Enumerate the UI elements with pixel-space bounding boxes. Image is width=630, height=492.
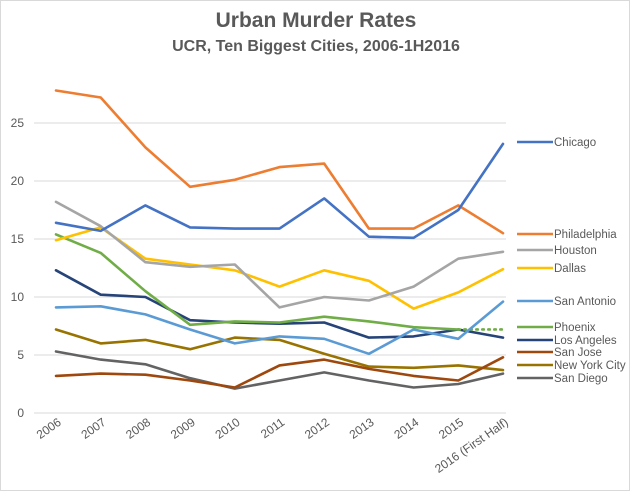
series-line-dallas xyxy=(54,226,505,310)
legend-item: New York City xyxy=(517,360,626,372)
series-line-philadelphia xyxy=(54,89,505,235)
legend-label: Dallas xyxy=(554,263,586,275)
series-line-new-york-city xyxy=(54,328,505,372)
y-tick-label: 10 xyxy=(11,290,25,304)
legend-item: San Diego xyxy=(517,373,608,385)
legend-label: Houston xyxy=(554,245,597,257)
legend-label: San Diego xyxy=(554,373,608,385)
x-tick-label: 2011 xyxy=(258,415,287,441)
legend-label: Philadelphia xyxy=(554,229,617,241)
x-tick-label: 2012 xyxy=(302,415,332,442)
legend-item: San Antonio xyxy=(517,296,616,308)
legend-label: Los Angeles xyxy=(554,335,617,347)
series-line-san-jose xyxy=(54,355,505,389)
x-tick-label: 2013 xyxy=(347,415,377,442)
x-tick-label: 2010 xyxy=(213,415,243,442)
legend: Chicago Philadelphia Houston Dallas San Anto… xyxy=(517,137,626,385)
y-tick-label: 20 xyxy=(11,174,25,188)
x-axis-ticks: 2006 2007 2008 2009 2010 2011 2012 2013 2014 2015… xyxy=(34,415,511,476)
x-tick-label: 2006 xyxy=(34,415,64,442)
legend-item: Los Angeles xyxy=(517,335,617,347)
legend-item: Philadelphia xyxy=(517,229,617,241)
x-tick-label: 2007 xyxy=(79,415,109,442)
legend-label: San Jose xyxy=(554,347,602,359)
legend-item: Dallas xyxy=(517,263,586,275)
gridlines xyxy=(34,122,506,414)
series-line-phoenix xyxy=(54,233,460,331)
x-tick-label: 2008 xyxy=(123,415,153,442)
legend-label: Phoenix xyxy=(554,322,596,334)
x-tick-label: 2009 xyxy=(168,415,198,442)
legend-label: Chicago xyxy=(554,137,596,149)
series-line-san-antonio xyxy=(54,300,505,356)
legend-item: Chicago xyxy=(517,137,596,149)
x-tick-label: 2014 xyxy=(391,415,421,442)
y-tick-label: 25 xyxy=(11,116,25,130)
series-line-chicago xyxy=(54,142,505,240)
x-tick-label: 2015 xyxy=(436,415,466,442)
chart-title: Urban Murder Rates xyxy=(215,9,417,32)
legend-item: Houston xyxy=(517,245,597,257)
legend-item: San Jose xyxy=(517,347,602,359)
y-tick-label: 15 xyxy=(11,232,25,246)
y-axis-ticks: 0 5 10 15 20 25 xyxy=(11,116,25,420)
series-line-houston xyxy=(54,200,505,309)
legend-label: New York City xyxy=(554,360,626,372)
y-tick-label: 5 xyxy=(17,348,24,362)
y-tick-label: 0 xyxy=(17,406,24,420)
legend-item: Phoenix xyxy=(517,322,596,334)
series-lines xyxy=(54,89,505,390)
chart-subtitle: UCR, Ten Biggest Cities, 2006-1H2016 xyxy=(172,38,460,55)
legend-label: San Antonio xyxy=(554,296,616,308)
series-line-san-diego xyxy=(54,350,505,390)
